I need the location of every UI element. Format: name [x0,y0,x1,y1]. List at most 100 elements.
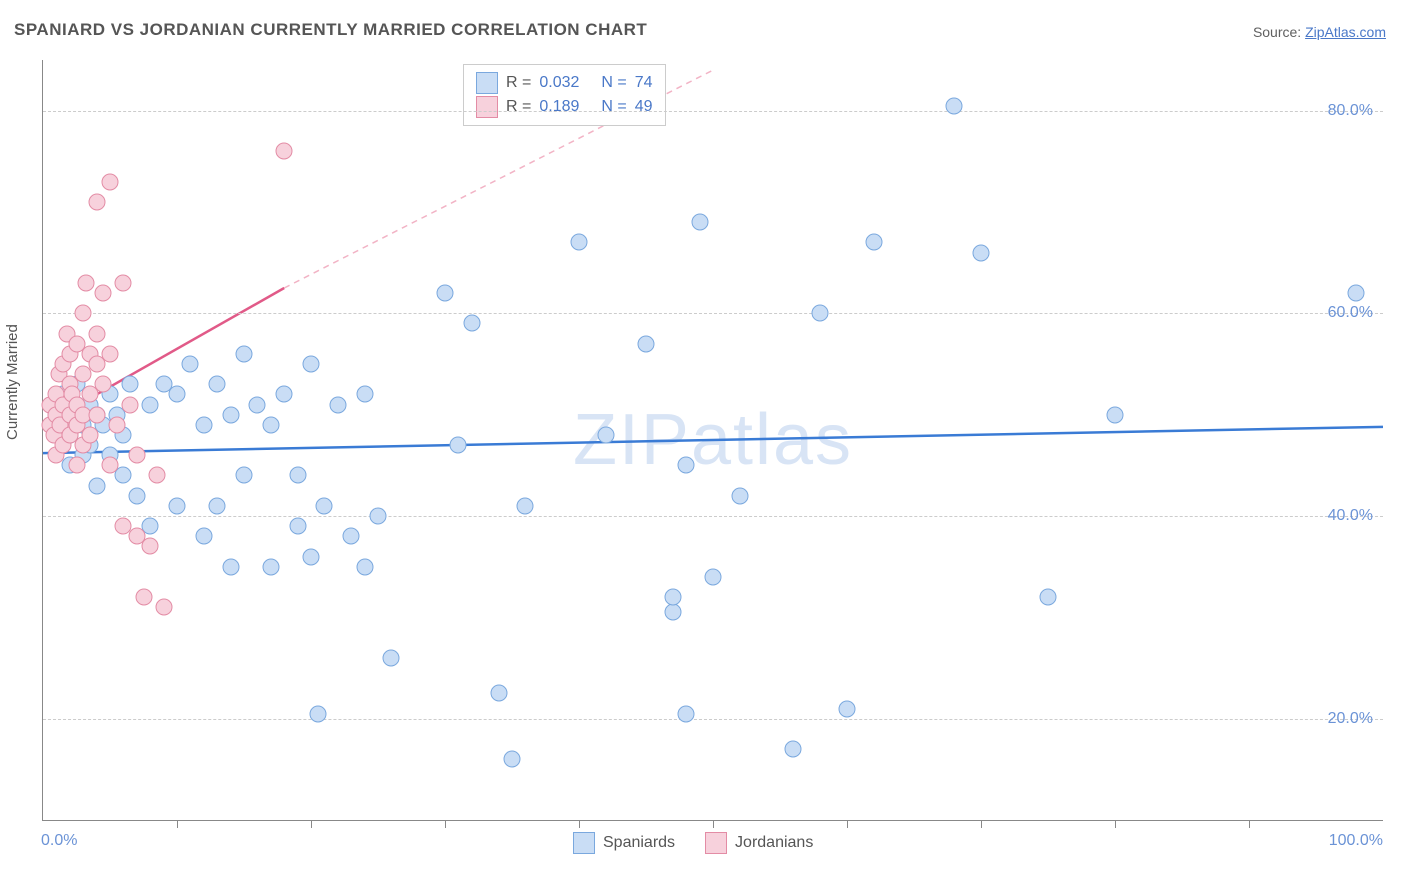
series-legend-item: Jordanians [705,832,813,854]
y-tick-label: 20.0% [1328,710,1373,728]
data-point [209,376,226,393]
data-point [102,345,119,362]
n-value: 74 [635,71,653,95]
data-point [571,234,588,251]
data-point [169,386,186,403]
gridline [43,516,1383,517]
data-point [88,193,105,210]
data-point [81,426,98,443]
data-point [1348,285,1365,302]
data-point [169,497,186,514]
data-point [316,497,333,514]
x-tick-mark [445,820,446,828]
data-point [182,356,199,373]
series-legend-label: Spaniards [603,834,675,852]
data-point [102,173,119,190]
data-point [276,386,293,403]
data-point [222,406,239,423]
data-point [343,528,360,545]
source-attribution: Source: ZipAtlas.com [1253,24,1386,40]
data-point [262,416,279,433]
data-point [303,548,320,565]
data-point [135,589,152,606]
data-point [262,558,279,575]
data-point [142,538,159,555]
series-legend: Spaniards Jordanians [573,832,813,854]
data-point [356,558,373,575]
x-tick-mark [579,820,580,828]
data-point [155,599,172,616]
x-tick-mark [847,820,848,828]
series-legend-item: Spaniards [573,832,675,854]
data-point [236,345,253,362]
n-value: 49 [635,95,653,119]
plot-area: ZIPatlas R =0.032N =74R = 0.189N =49 Spa… [42,60,1383,821]
data-point [309,705,326,722]
data-point [1107,406,1124,423]
gridline [43,719,1383,720]
data-point [664,589,681,606]
data-point [289,467,306,484]
data-point [102,457,119,474]
y-axis-label: Currently Married [4,324,21,440]
r-value: 0.032 [539,71,579,95]
y-tick-label: 40.0% [1328,507,1373,525]
data-point [115,467,132,484]
data-point [329,396,346,413]
data-point [705,568,722,585]
stats-legend-row: R =0.032N =74 [476,71,653,95]
data-point [222,558,239,575]
trend-lines [43,60,1383,820]
data-point [865,234,882,251]
stats-legend-row: R = 0.189N =49 [476,95,653,119]
data-point [75,305,92,322]
data-point [88,406,105,423]
y-tick-label: 60.0% [1328,304,1373,322]
n-label: N = [601,71,626,95]
source-link[interactable]: ZipAtlas.com [1305,24,1386,40]
data-point [946,97,963,114]
x-axis-min-label: 0.0% [41,832,77,850]
data-point [115,274,132,291]
legend-swatch [476,72,498,94]
data-point [691,214,708,231]
data-point [638,335,655,352]
data-point [88,325,105,342]
data-point [1040,589,1057,606]
data-point [356,386,373,403]
x-tick-mark [177,820,178,828]
legend-swatch [476,96,498,118]
data-point [195,416,212,433]
data-point [731,487,748,504]
data-point [973,244,990,261]
data-point [383,649,400,666]
data-point [785,741,802,758]
gridline [43,111,1383,112]
data-point [142,396,159,413]
data-point [463,315,480,332]
n-label: N = [601,95,626,119]
data-point [276,143,293,160]
x-tick-mark [311,820,312,828]
y-tick-label: 80.0% [1328,102,1373,120]
data-point [88,477,105,494]
data-point [678,705,695,722]
data-point [664,604,681,621]
data-point [108,416,125,433]
data-point [517,497,534,514]
data-point [812,305,829,322]
x-tick-mark [1115,820,1116,828]
data-point [195,528,212,545]
data-point [839,700,856,717]
data-point [122,376,139,393]
data-point [370,508,387,525]
data-point [128,487,145,504]
data-point [289,518,306,535]
data-point [95,285,112,302]
data-point [148,467,165,484]
data-point [303,356,320,373]
data-point [95,376,112,393]
chart-title: SPANIARD VS JORDANIAN CURRENTLY MARRIED … [14,20,647,40]
data-point [68,457,85,474]
gridline [43,313,1383,314]
